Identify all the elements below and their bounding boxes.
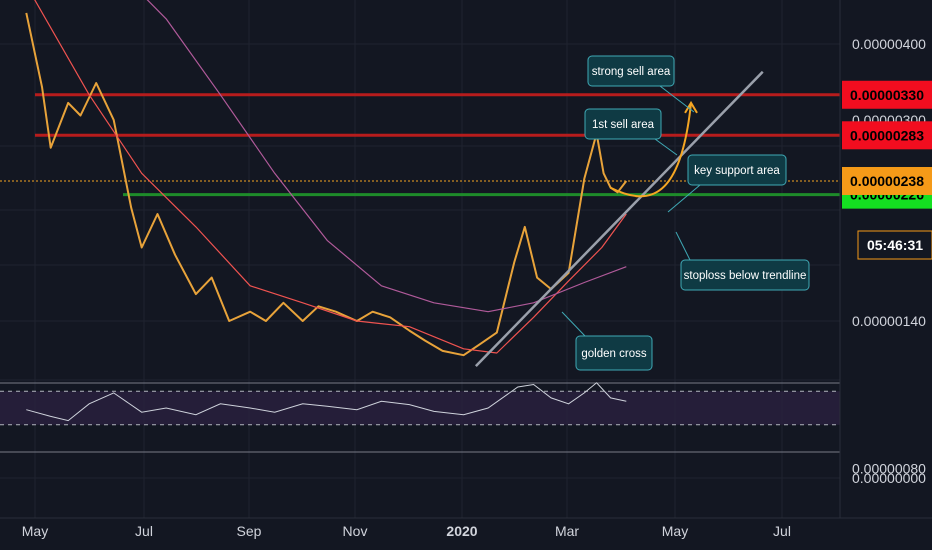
price-tag-0.00000238: 0.00000238 — [842, 166, 932, 195]
price-tags: 0.000003300.000002830.000002260.00000238… — [842, 80, 932, 260]
price-tick-label: 0.00000400 — [852, 36, 926, 52]
callout-box — [680, 259, 810, 291]
callout-text: 1st sell area — [592, 119, 655, 131]
time-tick-label: Sep — [237, 523, 262, 539]
countdown-text: 05:46:31 — [867, 237, 923, 253]
callout-box — [587, 55, 675, 87]
callout-0[interactable]: strong sell area — [587, 55, 695, 113]
price-tick-label: 0.00000080 — [852, 461, 926, 477]
time-tick-label: May — [22, 523, 48, 539]
price-tag-bg — [842, 80, 932, 109]
price-tick-label: 0.00000140 — [852, 313, 926, 329]
callout-pointer — [659, 85, 695, 113]
annotation-callouts: strong sell area 1st sell area key support… — [561, 55, 810, 371]
price-tag-0.00000283: 0.00000283 — [842, 121, 932, 150]
callout-box — [584, 108, 662, 140]
price-tag-bg — [842, 166, 932, 195]
projection-arrowhead — [684, 100, 698, 114]
callout-1[interactable]: 1st sell area — [584, 108, 678, 156]
callout-pointer — [667, 184, 701, 213]
price-tag-text: 0.00000330 — [850, 87, 924, 103]
callout-3[interactable]: stoploss below trendline — [675, 231, 810, 291]
callout-box — [575, 335, 653, 371]
price-axis[interactable]: 0.000004000.000003000.000001400.00000080… — [852, 36, 926, 486]
series-moving-average-slow — [146, 0, 627, 313]
callout-text: stoploss below trendline — [684, 270, 807, 282]
projection-arrow — [610, 102, 693, 198]
callout-text: strong sell area — [592, 66, 671, 78]
time-axis[interactable]: May Jul Sep Nov 2020 Mar May Jul — [22, 523, 791, 539]
price-tag-0.00000330: 0.00000330 — [842, 80, 932, 109]
time-tick-label: Nov — [343, 523, 368, 539]
countdown-tag: 05:46:31 — [857, 230, 932, 260]
time-tick-label: Jul — [773, 523, 791, 539]
oscillator-tick-label: 0.00000000 — [852, 470, 926, 486]
trendline-layer — [474, 70, 764, 367]
price-tag-text: 0.00000238 — [850, 173, 924, 189]
callout-text: key support area — [694, 165, 780, 177]
callout-box — [687, 154, 787, 186]
countdown-bg — [857, 230, 932, 260]
callout-pointer — [561, 311, 586, 337]
time-tick-label: Jul — [135, 523, 153, 539]
series-moving-average-fast — [34, 0, 627, 354]
callout-text: golden cross — [581, 348, 646, 360]
callout-4[interactable]: golden cross — [561, 311, 653, 371]
price-tag-bg — [842, 121, 932, 150]
trendline[interactable] — [474, 70, 764, 367]
callout-pointer — [654, 138, 678, 156]
callout-pointer — [675, 231, 691, 261]
time-tick-label: Mar — [555, 523, 579, 539]
price-tag-text: 0.00000283 — [850, 127, 924, 143]
time-tick-label: May — [662, 523, 688, 539]
chart-grid — [0, 0, 840, 518]
series-oscillator — [26, 382, 627, 422]
callout-2[interactable]: key support area — [667, 154, 787, 213]
oscillator-series — [26, 382, 627, 422]
time-tick-label: 2020 — [446, 523, 477, 539]
